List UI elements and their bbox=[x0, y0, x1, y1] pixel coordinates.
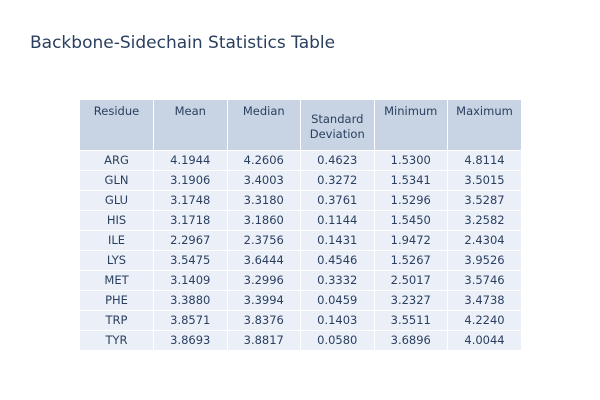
cell-standard-deviation: 0.3272 bbox=[300, 170, 375, 191]
cell-maximum: 4.0044 bbox=[447, 330, 521, 351]
cell-minimum: 3.2327 bbox=[374, 290, 448, 311]
statistics-table-container: Residue Mean Median Standard Deviation M… bbox=[80, 100, 521, 351]
cell-minimum: 3.5511 bbox=[374, 310, 448, 331]
statistics-table: Residue Mean Median Standard Deviation M… bbox=[80, 100, 521, 351]
cell-standard-deviation: 0.1144 bbox=[300, 210, 375, 231]
cell-maximum: 3.9526 bbox=[447, 250, 521, 271]
cell-minimum: 3.6896 bbox=[374, 330, 448, 351]
header-median: Median bbox=[227, 100, 301, 151]
table-body: ARG 4.1944 4.2606 0.4623 1.5300 4.8114 GLN 3.19… bbox=[80, 150, 521, 351]
cell-residue: TYR bbox=[80, 330, 154, 351]
cell-maximum: 3.4738 bbox=[447, 290, 521, 311]
header-mean: Mean bbox=[153, 100, 228, 151]
cell-residue: GLN bbox=[80, 170, 154, 191]
cell-standard-deviation: 0.1403 bbox=[300, 310, 375, 331]
cell-residue: LYS bbox=[80, 250, 154, 271]
cell-mean: 4.1944 bbox=[153, 150, 228, 171]
table-row: MET 3.1409 3.2996 0.3332 2.5017 3.5746 bbox=[80, 270, 521, 291]
table-header: Residue Mean Median Standard Deviation M… bbox=[80, 100, 521, 151]
cell-mean: 3.1409 bbox=[153, 270, 228, 291]
table-row: TYR 3.8693 3.8817 0.0580 3.6896 4.0044 bbox=[80, 330, 521, 351]
cell-standard-deviation: 0.4623 bbox=[300, 150, 375, 171]
cell-minimum: 2.5017 bbox=[374, 270, 448, 291]
cell-residue: GLU bbox=[80, 190, 154, 211]
header-maximum: Maximum bbox=[447, 100, 521, 151]
chart-title: Backbone-Sidechain Statistics Table bbox=[30, 33, 336, 53]
cell-minimum: 1.9472 bbox=[374, 230, 448, 251]
cell-minimum: 1.5296 bbox=[374, 190, 448, 211]
cell-maximum: 2.4304 bbox=[447, 230, 521, 251]
cell-mean: 2.2967 bbox=[153, 230, 228, 251]
cell-minimum: 1.5300 bbox=[374, 150, 448, 171]
cell-minimum: 1.5267 bbox=[374, 250, 448, 271]
cell-median: 3.6444 bbox=[227, 250, 301, 271]
cell-median: 3.8376 bbox=[227, 310, 301, 331]
cell-median: 3.2996 bbox=[227, 270, 301, 291]
cell-median: 3.3180 bbox=[227, 190, 301, 211]
cell-standard-deviation: 0.3332 bbox=[300, 270, 375, 291]
table-row: LYS 3.5475 3.6444 0.4546 1.5267 3.9526 bbox=[80, 250, 521, 271]
cell-standard-deviation: 0.4546 bbox=[300, 250, 375, 271]
cell-median: 2.3756 bbox=[227, 230, 301, 251]
cell-residue: HIS bbox=[80, 210, 154, 231]
cell-mean: 3.1748 bbox=[153, 190, 228, 211]
table-row: GLU 3.1748 3.3180 0.3761 1.5296 3.5287 bbox=[80, 190, 521, 211]
cell-residue: PHE bbox=[80, 290, 154, 311]
cell-mean: 3.5475 bbox=[153, 250, 228, 271]
table-row: ARG 4.1944 4.2606 0.4623 1.5300 4.8114 bbox=[80, 150, 521, 171]
cell-residue: TRP bbox=[80, 310, 154, 331]
table-row: GLN 3.1906 3.4003 0.3272 1.5341 3.5015 bbox=[80, 170, 521, 191]
cell-maximum: 4.8114 bbox=[447, 150, 521, 171]
cell-minimum: 1.5341 bbox=[374, 170, 448, 191]
cell-residue: ILE bbox=[80, 230, 154, 251]
cell-maximum: 3.5015 bbox=[447, 170, 521, 191]
header-residue: Residue bbox=[80, 100, 154, 151]
cell-mean: 3.1718 bbox=[153, 210, 228, 231]
cell-median: 3.1860 bbox=[227, 210, 301, 231]
cell-mean: 3.8571 bbox=[153, 310, 228, 331]
header-standard-deviation-label: Standard Deviation bbox=[309, 112, 365, 141]
table-row: TRP 3.8571 3.8376 0.1403 3.5511 4.2240 bbox=[80, 310, 521, 331]
cell-median: 3.8817 bbox=[227, 330, 301, 351]
header-row: Residue Mean Median Standard Deviation M… bbox=[80, 100, 521, 151]
cell-mean: 3.1906 bbox=[153, 170, 228, 191]
cell-standard-deviation: 0.0580 bbox=[300, 330, 375, 351]
cell-median: 3.3994 bbox=[227, 290, 301, 311]
cell-maximum: 4.2240 bbox=[447, 310, 521, 331]
cell-maximum: 3.5287 bbox=[447, 190, 521, 211]
cell-standard-deviation: 0.3761 bbox=[300, 190, 375, 211]
table-row: ILE 2.2967 2.3756 0.1431 1.9472 2.4304 bbox=[80, 230, 521, 251]
cell-mean: 3.3880 bbox=[153, 290, 228, 311]
header-minimum: Minimum bbox=[374, 100, 448, 151]
cell-median: 3.4003 bbox=[227, 170, 301, 191]
cell-median: 4.2606 bbox=[227, 150, 301, 171]
cell-residue: MET bbox=[80, 270, 154, 291]
cell-standard-deviation: 0.0459 bbox=[300, 290, 375, 311]
cell-standard-deviation: 0.1431 bbox=[300, 230, 375, 251]
header-standard-deviation: Standard Deviation bbox=[300, 100, 375, 151]
cell-maximum: 3.2582 bbox=[447, 210, 521, 231]
table-row: HIS 3.1718 3.1860 0.1144 1.5450 3.2582 bbox=[80, 210, 521, 231]
table-row: PHE 3.3880 3.3994 0.0459 3.2327 3.4738 bbox=[80, 290, 521, 311]
cell-mean: 3.8693 bbox=[153, 330, 228, 351]
cell-maximum: 3.5746 bbox=[447, 270, 521, 291]
cell-minimum: 1.5450 bbox=[374, 210, 448, 231]
cell-residue: ARG bbox=[80, 150, 154, 171]
